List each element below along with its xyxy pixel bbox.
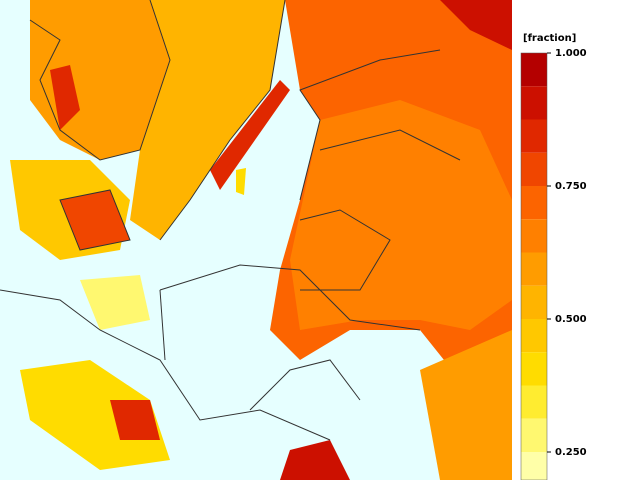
colorbar-band: [521, 418, 547, 452]
colorbar-band: [521, 53, 547, 87]
colorbar-band: [521, 352, 547, 386]
field: [10, 0, 512, 480]
colorbar-band: [521, 452, 547, 480]
borders: [0, 0, 461, 441]
colorbar-tick-label: 1.000: [555, 48, 587, 59]
colorbar-tick-label: 0.250: [555, 447, 587, 458]
colorbar-band: [521, 385, 547, 419]
colorbar-band: [521, 219, 547, 253]
colorbar-band: [521, 86, 547, 120]
colorbar-band: [521, 119, 547, 153]
colorbar-tick-label: 0.750: [555, 181, 587, 192]
colorbar-band: [521, 285, 547, 319]
colorbar-frame: [520, 52, 548, 480]
colorbar-band: [521, 186, 547, 220]
colorbar-label: [fraction]: [523, 33, 576, 44]
colorbar-band: [521, 252, 547, 286]
colorbar-band: [521, 152, 547, 186]
colorbar-band: [521, 319, 547, 353]
colorbar-tick-label: 0.500: [555, 314, 587, 325]
colorbar: 1.000 0.750 0.500 0.250: [520, 48, 587, 480]
